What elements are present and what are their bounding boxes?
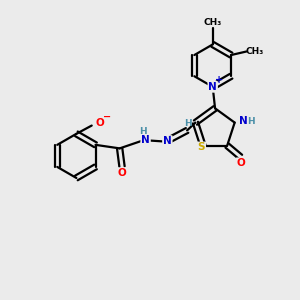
Text: N: N	[238, 116, 247, 126]
Text: −: −	[103, 112, 111, 122]
Text: N: N	[208, 82, 217, 92]
Text: N: N	[163, 136, 172, 146]
Text: +: +	[215, 75, 223, 85]
Text: O: O	[96, 118, 104, 128]
Text: H: H	[184, 118, 192, 127]
Text: O: O	[118, 168, 126, 178]
Text: O: O	[237, 158, 245, 168]
Text: CH₃: CH₃	[204, 18, 222, 27]
Text: CH₃: CH₃	[245, 47, 264, 56]
Text: S: S	[198, 142, 205, 152]
Text: N: N	[141, 134, 150, 145]
Text: H: H	[247, 117, 255, 126]
Text: H: H	[140, 128, 147, 136]
